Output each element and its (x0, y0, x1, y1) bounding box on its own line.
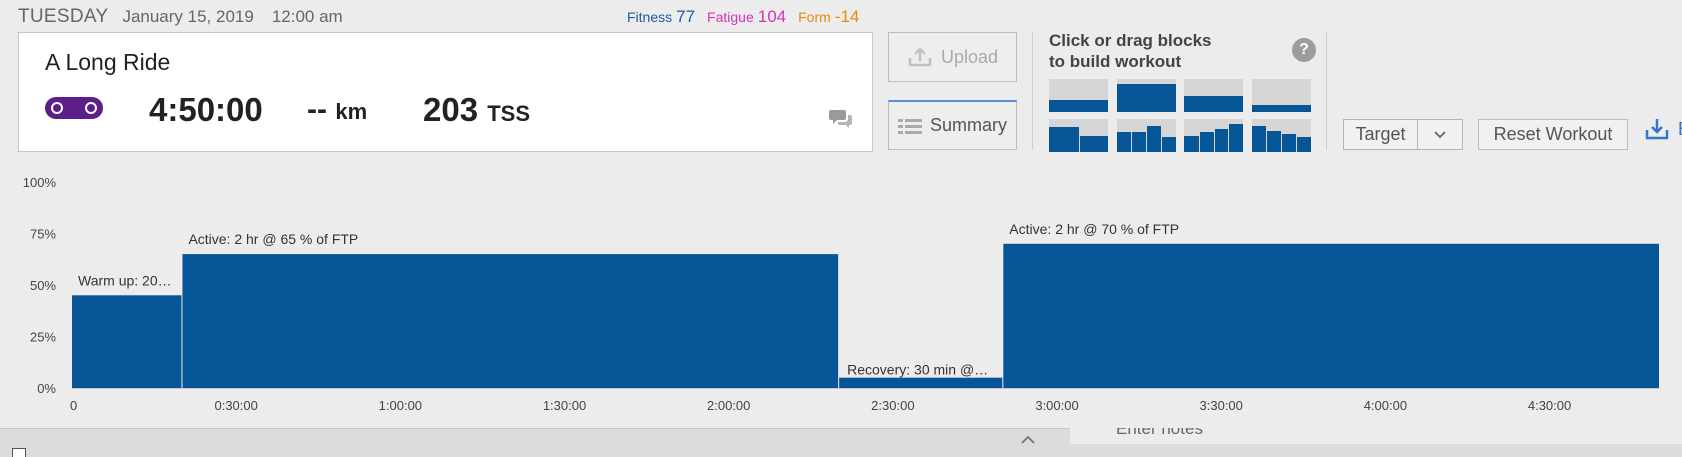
workout-block-steady-low[interactable] (1049, 79, 1108, 112)
chevron-up-icon[interactable] (1016, 432, 1040, 448)
workout-distance[interactable]: -- km (307, 93, 367, 127)
target-label: Target (1344, 120, 1418, 149)
chevron-down-icon[interactable] (1418, 120, 1462, 149)
block-step (1184, 95, 1243, 112)
block-step (1229, 123, 1243, 152)
x-tick-label: 0 (70, 398, 77, 413)
summary-label: Summary (929, 115, 1007, 135)
workout-block-steady-mid[interactable] (1184, 79, 1243, 112)
workout-block-palette (1049, 79, 1311, 152)
divider (1326, 32, 1327, 150)
bike-chain-link-icon (45, 97, 103, 119)
block-step (1161, 137, 1176, 152)
fitness-metrics: Fitness 77 Fatigue 104 Form -14 (627, 7, 867, 27)
workout-block-ramp-down[interactable] (1251, 119, 1311, 152)
workout-duration[interactable]: 4:50:00 (149, 91, 263, 128)
export-button[interactable]: E (1644, 117, 1682, 141)
workout-structure-chart[interactable]: 100% 75% 50% 25% 0% 0 0:30:00 1:00:00 1:30:00 2:0… (0, 165, 1682, 425)
download-icon (1645, 119, 1669, 140)
workout-segment-bar[interactable] (72, 295, 182, 388)
upload-button[interactable]: Upload (888, 32, 1017, 82)
help-icon[interactable]: ? (1292, 38, 1316, 62)
y-tick-label: 100% (23, 175, 57, 190)
block-step (1049, 127, 1079, 152)
block-step (1116, 83, 1176, 112)
day-of-week: TUESDAY (18, 6, 109, 27)
block-step (1267, 130, 1281, 152)
divider (1032, 32, 1033, 150)
upload-label: Upload (940, 46, 999, 67)
workout-block-two-step[interactable] (1049, 119, 1108, 152)
export-label: E (1678, 119, 1682, 140)
target-dropdown[interactable]: Target (1343, 119, 1463, 150)
document-icon[interactable] (12, 448, 26, 457)
workout-segment-bar[interactable] (839, 377, 1003, 388)
x-tick-label: 3:30:00 (1200, 398, 1243, 413)
x-tick-label: 2:30:00 (871, 398, 914, 413)
list-icon (897, 118, 922, 134)
x-tick-label: 4:30:00 (1528, 398, 1571, 413)
y-tick-label: 75% (30, 227, 56, 242)
builder-title-line1: Click or drag blocks (1049, 31, 1212, 50)
workout-date: January 15, 2019 (122, 7, 254, 26)
workout-summary-card: A Long Ride 4:50:00 -- km 203 TSS (18, 32, 873, 152)
workout-time: 12:00 am (271, 7, 343, 26)
reset-workout-label: Reset Workout (1493, 124, 1613, 144)
segment-label: Recovery: 30 min @… (847, 362, 988, 378)
x-tick-label: 1:30:00 (543, 398, 586, 413)
workout-block-ramp-up[interactable] (1184, 119, 1243, 152)
form-value: -14 (834, 7, 860, 26)
workout-block-steady-high[interactable] (1116, 79, 1176, 112)
reset-workout-button[interactable]: Reset Workout (1478, 119, 1628, 150)
workout-tss[interactable]: 203 TSS (423, 91, 530, 129)
block-step (1251, 125, 1267, 152)
segment-label: Active: 2 hr @ 70 % of FTP (1009, 221, 1179, 237)
segment-label: Warm up: 20… (78, 272, 172, 288)
workout-block-warmup-ramp[interactable] (1116, 119, 1176, 152)
fatigue-label: Fatigue (707, 9, 754, 25)
workout-title[interactable]: A Long Ride (45, 49, 171, 75)
builder-title: Click or drag blocks to build workout (1049, 30, 1249, 72)
x-tick-label: 0:30:00 (214, 398, 257, 413)
tss-unit: TSS (487, 101, 531, 126)
y-tick-label: 0% (37, 381, 56, 396)
workout-block-steady-min[interactable] (1251, 79, 1311, 112)
block-step (1296, 137, 1311, 152)
upload-icon (908, 47, 932, 67)
x-tick-label: 2:00:00 (707, 398, 750, 413)
y-tick-label: 50% (30, 278, 56, 293)
notes-panel[interactable]: Enter notes (1070, 428, 1682, 444)
distance-unit: km (335, 99, 368, 124)
notes-placeholder[interactable]: Enter notes (1116, 428, 1203, 438)
form-label: Form (798, 9, 831, 25)
workout-segment-bar[interactable] (182, 254, 839, 388)
block-step (1147, 125, 1161, 152)
fitness-label: Fitness (627, 9, 673, 25)
fitness-value: 77 (676, 7, 696, 26)
block-step (1079, 135, 1108, 152)
distance-value: -- (307, 93, 327, 126)
workout-date-header: TUESDAY January 15, 2019 12:00 am (18, 6, 343, 28)
block-step (1199, 132, 1214, 152)
tss-value: 203 (423, 91, 479, 128)
y-tick-label: 25% (30, 330, 56, 345)
x-tick-label: 3:00:00 (1035, 398, 1078, 413)
comments-icon[interactable] (829, 107, 853, 129)
builder-title-line2: to build workout (1049, 52, 1182, 71)
block-step (1251, 105, 1311, 112)
block-step (1214, 128, 1229, 152)
block-step (1049, 100, 1108, 112)
block-step (1132, 132, 1146, 152)
segment-label: Active: 2 hr @ 65 % of FTP (188, 231, 358, 247)
block-step (1116, 132, 1132, 152)
workout-segment-bar[interactable] (1003, 243, 1659, 388)
block-step (1282, 133, 1296, 152)
summary-button[interactable]: Summary (888, 100, 1017, 150)
fatigue-value: 104 (757, 7, 787, 26)
x-tick-label: 1:00:00 (379, 398, 422, 413)
x-tick-label: 4:00:00 (1364, 398, 1407, 413)
block-step (1184, 135, 1199, 152)
